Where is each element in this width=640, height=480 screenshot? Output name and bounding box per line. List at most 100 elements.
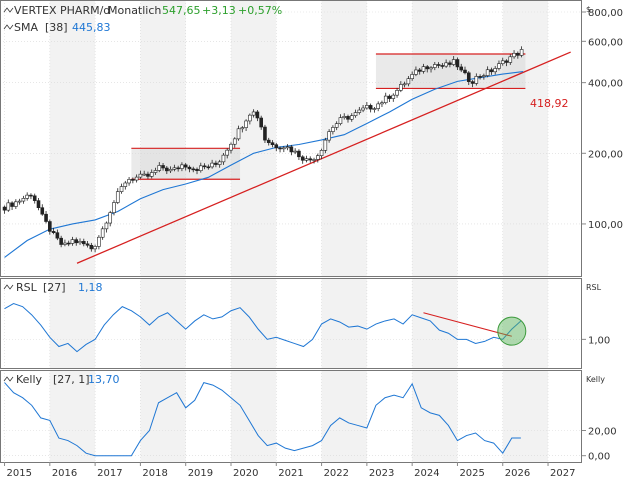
- candle-body: [300, 156, 305, 161]
- symbol-label: VERTEX PHARM/d: [14, 4, 110, 17]
- candle-body: [229, 143, 233, 151]
- candle-body: [263, 126, 267, 141]
- candle-body: [66, 242, 71, 245]
- candle-body: [115, 191, 120, 203]
- rsl-highlight-circle: [497, 316, 527, 346]
- candle-body: [327, 131, 331, 141]
- candle-body: [485, 69, 490, 76]
- y-tick-label: 400,00: [588, 79, 623, 90]
- candle-body: [323, 139, 328, 151]
- kelly-value: 13,70: [88, 373, 120, 386]
- candle-body: [244, 120, 248, 128]
- candle-body: [319, 150, 324, 156]
- candle-body: [134, 176, 139, 181]
- candle-body: [459, 66, 464, 71]
- candle-body: [293, 150, 297, 153]
- x-tick-label: 2017: [97, 468, 122, 479]
- candle-body: [187, 166, 192, 170]
- candle-body: [338, 117, 343, 124]
- candle-body: [78, 241, 82, 244]
- candle-body: [93, 246, 97, 250]
- candle-body: [191, 168, 196, 171]
- candle-body: [146, 173, 150, 177]
- year-band: [502, 278, 549, 368]
- panel-frame: [0, 370, 582, 463]
- candle-body: [451, 59, 456, 65]
- candle-body: [368, 105, 373, 110]
- candle-body: [210, 162, 214, 168]
- candle-body: [512, 52, 516, 58]
- x-tick-label: 2026: [505, 468, 530, 479]
- y-tick-label: 1,00: [588, 335, 610, 346]
- candle-body: [119, 186, 124, 192]
- x-tick-label: 2016: [52, 468, 77, 479]
- candle-body: [157, 165, 162, 171]
- main-legend: VERTEX PHARM/d Monatlich 547,65 +3,13 +0…: [14, 4, 282, 34]
- candle-body: [425, 66, 430, 70]
- kelly-line: [4, 382, 521, 457]
- candle-body: [112, 202, 116, 213]
- candle-body: [44, 213, 48, 222]
- y-tick-label: 800,00: [588, 8, 623, 19]
- candle-body: [508, 56, 513, 63]
- change-label: +3,13: [202, 4, 236, 17]
- sma-param: [38]: [45, 21, 68, 34]
- candle-body: [161, 165, 165, 169]
- y-tick-label: 20,00: [588, 426, 617, 437]
- candle-body: [497, 63, 501, 69]
- candle-body: [417, 69, 422, 72]
- candle-body: [183, 164, 188, 168]
- candle-body: [202, 165, 207, 168]
- year-band: [412, 278, 458, 368]
- candle-body: [361, 107, 365, 111]
- candle-body: [240, 127, 245, 130]
- x-tick-label: 2020: [233, 468, 258, 479]
- candle-body: [165, 167, 169, 172]
- candle-body: [365, 105, 369, 109]
- y-tick-label: 100,00: [588, 220, 623, 231]
- candle-body: [172, 167, 177, 170]
- y-tick-label: 0,00: [588, 452, 610, 463]
- candle-body: [448, 62, 452, 65]
- candle-body: [48, 221, 52, 232]
- candle-body: [10, 202, 14, 207]
- candle-body: [463, 69, 467, 74]
- candle-body: [195, 168, 199, 171]
- candle-body: [395, 90, 399, 96]
- rsl-label: RSL: [16, 281, 38, 294]
- candle-body: [334, 123, 339, 128]
- candle-body: [289, 146, 294, 153]
- candle-body: [455, 59, 460, 68]
- y-tick-label: 200,00: [588, 149, 623, 160]
- candle-body: [489, 69, 494, 73]
- candle-body: [89, 244, 94, 250]
- candle-body: [274, 144, 279, 149]
- candle-body: [402, 83, 407, 86]
- candle-body: [255, 111, 260, 119]
- candle-body: [406, 78, 411, 85]
- year-band: [49, 278, 96, 368]
- candle-body: [349, 115, 354, 120]
- candle-body: [232, 138, 237, 145]
- year-band: [140, 278, 186, 368]
- sma-line: [4, 71, 524, 258]
- candle-body: [85, 243, 90, 246]
- candle-body: [59, 237, 63, 245]
- candle-body: [21, 198, 26, 202]
- candle-body: [380, 102, 384, 105]
- candle-body: [399, 84, 403, 91]
- panel-frame: [0, 278, 582, 369]
- x-tick-label: 2019: [188, 468, 213, 479]
- year-band: [412, 370, 458, 462]
- currency-label: $: [586, 5, 591, 14]
- trendline-layer: [76, 51, 571, 264]
- rsl-line: [4, 303, 522, 353]
- legend-glyph-icon: [3, 24, 14, 30]
- candle-body: [444, 62, 448, 67]
- candle-body: [308, 158, 313, 161]
- candle-body: [176, 167, 180, 170]
- candle-body: [433, 64, 437, 68]
- candle-body: [74, 239, 79, 244]
- kelly-layer: [4, 382, 521, 457]
